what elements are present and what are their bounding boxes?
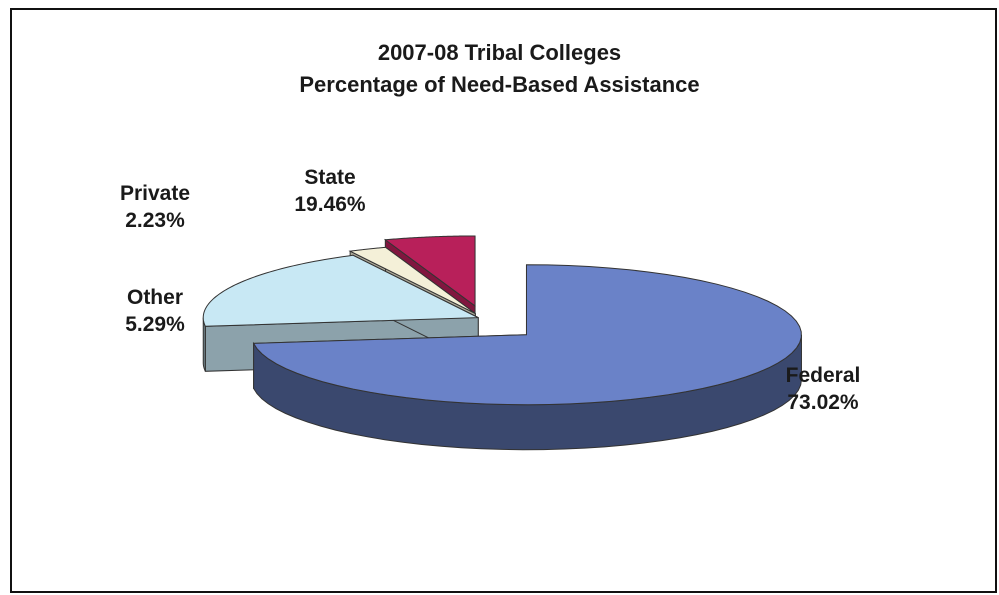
chart-subtitle: Percentage of Need-Based Assistance	[299, 72, 700, 97]
chart-title: 2007-08 Tribal Colleges	[377, 40, 622, 65]
label-federal-value: 73.02%	[787, 391, 859, 414]
label-federal: Federal 73.02%	[768, 362, 878, 416]
label-private: Private 2.23%	[100, 180, 210, 234]
slice-private-top	[348, 246, 476, 314]
label-state-value: 19.46%	[294, 193, 366, 216]
label-other: Other 5.29%	[100, 284, 210, 338]
label-state-name: State	[304, 166, 356, 189]
slice-federal	[252, 264, 802, 451]
label-state: State 19.46%	[270, 164, 390, 218]
label-federal-name: Federal	[785, 364, 861, 387]
label-private-name: Private	[119, 182, 191, 205]
chart-frame	[10, 8, 997, 593]
label-private-value: 2.23%	[125, 209, 185, 232]
slice-other-top	[383, 235, 476, 307]
slice-federal-top	[252, 264, 802, 406]
label-other-value: 5.29%	[125, 313, 185, 336]
label-other-name: Other	[126, 286, 183, 309]
slice-state-top	[202, 254, 479, 327]
